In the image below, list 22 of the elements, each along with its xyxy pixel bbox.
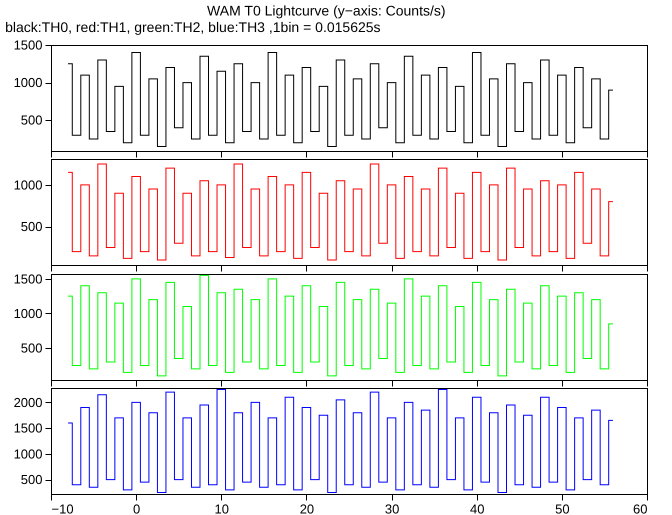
y-tick-label: 500 [20,340,42,356]
y-tick-label: 1500 [14,420,42,436]
x-tick-label: 0 [133,502,140,515]
y-tick-label: 1000 [14,177,42,192]
x-tick-label: 60 [633,502,648,515]
y-tick-label: 1000 [14,306,42,321]
y-tick-label: 500 [20,472,42,488]
chart-subtitle: black:TH0, red:TH1, green:TH2, blue:TH3 ,1bin = 0.015625s [5,19,381,35]
y-tick-label: 1000 [14,446,42,462]
x-tick-label: 20 [300,502,314,515]
y-tick-label: 2000 [14,394,42,410]
y-tick-label: 1500 [14,271,42,286]
x-tick-label: −10 [52,502,74,515]
y-tick-label: 500 [20,219,42,234]
chart-title: WAM T0 Lightcurve (y−axis: Counts/s) [207,2,446,18]
x-tick-label: 10 [214,502,230,515]
y-tick-label: 1000 [14,75,42,90]
y-tick-label: 500 [20,112,42,128]
x-tick-label: 30 [384,502,400,515]
y-tick-label: 1500 [14,38,42,52]
x-tick-label: 40 [470,502,484,515]
x-tick-label: 50 [555,502,570,515]
